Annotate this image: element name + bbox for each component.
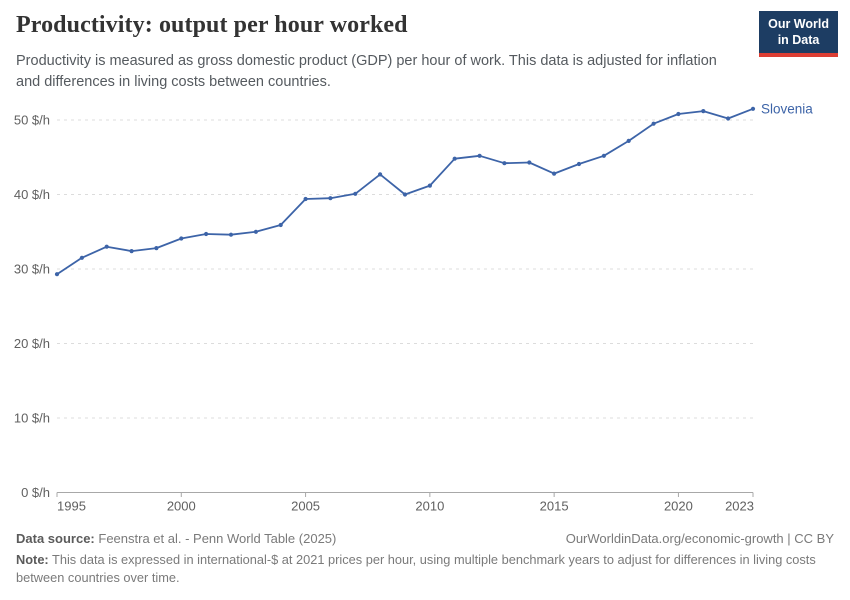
data-point (328, 196, 333, 201)
data-point (552, 171, 557, 176)
data-point (129, 249, 134, 254)
data-point (676, 111, 681, 117)
x-tick-label: 2005 (291, 499, 320, 514)
data-point (154, 246, 159, 251)
productivity-line-chart: 0 $/h 10 $/h 20 $/h 30 $/h 40 $/h 50 $/h 1995 2… (14, 101, 813, 514)
attribution-link[interactable]: OurWorldinData.org/economic-growth | CC … (565, 531, 834, 546)
data-point (726, 116, 731, 121)
x-tick-label: 2020 (664, 499, 693, 514)
data-source-label: Data source: (16, 531, 95, 546)
data-point (502, 161, 507, 166)
chart-footer: Data source: Feenstra et al. - Penn Worl… (16, 531, 834, 587)
data-point (427, 183, 432, 188)
y-tick-label: 0 $/h (21, 485, 50, 500)
y-tick-label: 50 $/h (14, 113, 50, 128)
data-point (651, 121, 656, 126)
footnote-label: Note: (16, 552, 49, 567)
data-point (54, 272, 60, 277)
footnote: Note: This data is expressed in internat… (16, 551, 834, 587)
owid-logo-line1: Our World (768, 17, 829, 31)
data-point (253, 229, 258, 234)
x-tick-label: 2015 (540, 499, 569, 514)
data-point (104, 244, 109, 249)
data-point (278, 222, 283, 228)
data-point (626, 138, 631, 143)
y-tick-label: 30 $/h (14, 262, 50, 277)
owid-logo[interactable]: Our World in Data (759, 11, 838, 58)
data-source-text: Feenstra et al. - Penn World Table (2025… (98, 531, 337, 546)
data-point (402, 192, 408, 197)
y-tick-label: 20 $/h (14, 336, 50, 351)
data-point (378, 172, 383, 177)
x-tick-label: 2023 (725, 499, 754, 514)
data-point (179, 236, 184, 241)
data-point (527, 160, 532, 165)
data-point (576, 161, 582, 167)
footnote-text: This data is expressed in international-… (16, 552, 816, 585)
data-point (477, 153, 482, 158)
chart-subtitle: Productivity is measured as gross domest… (16, 53, 717, 91)
data-point (303, 196, 308, 202)
series-line-slovenia (56, 107, 754, 276)
y-tick-label: 40 $/h (14, 187, 50, 202)
data-point (452, 156, 457, 161)
data-source: Data source: Feenstra et al. - Penn Worl… (16, 531, 336, 546)
series-label-slovenia: Slovenia (761, 101, 813, 116)
data-point (228, 232, 234, 237)
data-point (701, 109, 706, 114)
x-tick-label: 1995 (57, 499, 86, 514)
y-tick-label: 10 $/h (14, 411, 50, 426)
page-title: Productivity: output per hour worked (16, 12, 408, 38)
data-point (750, 106, 756, 111)
data-point (353, 191, 358, 196)
data-point (79, 255, 84, 260)
owid-logo-line2: in Data (777, 32, 820, 47)
x-tick-label: 2010 (415, 499, 444, 514)
data-point (204, 231, 209, 237)
data-point (601, 153, 607, 158)
x-tick-label: 2000 (167, 499, 196, 514)
